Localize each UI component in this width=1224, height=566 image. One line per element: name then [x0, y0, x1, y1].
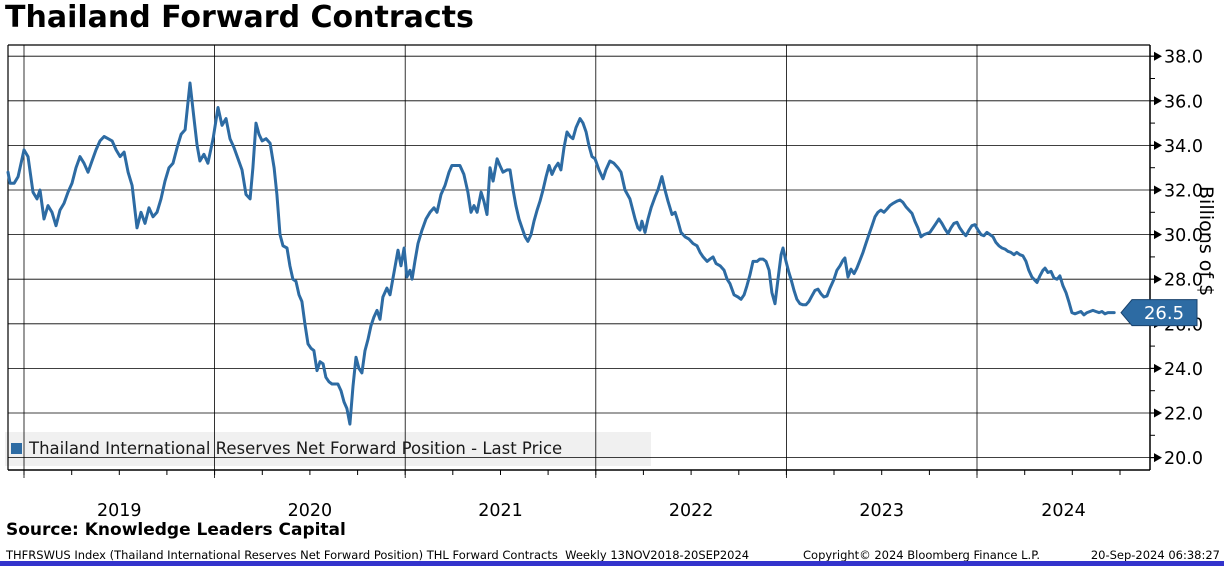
x-year-label: 2020 [288, 501, 333, 521]
x-year-label: 2022 [669, 501, 714, 521]
y-tick-label: 38.0 [1164, 48, 1203, 68]
y-tick-label: 34.0 [1164, 137, 1203, 157]
x-year-label: 2021 [478, 501, 523, 521]
legend-box [5, 432, 651, 466]
y-tick-arrow-icon [1154, 140, 1162, 150]
source-line: Source: Knowledge Leaders Capital [6, 520, 346, 540]
y-tick-label: 24.0 [1164, 360, 1203, 380]
y-tick-label: 36.0 [1164, 92, 1203, 112]
y-tick-label: 20.0 [1164, 449, 1203, 469]
x-year-label: 2024 [1041, 501, 1086, 521]
y-tick-label: 30.0 [1164, 226, 1203, 246]
series-marker-icon [11, 443, 22, 454]
last-price-tag[interactable] [1120, 299, 1198, 327]
y-tick-label: 28.0 [1164, 271, 1203, 291]
footer: THFRSWUS Index (Thailand International R… [0, 548, 1224, 562]
y-tick-arrow-icon [1154, 96, 1162, 106]
x-year-label: 2023 [859, 501, 904, 521]
legend-row[interactable]: Thailand International Reserves Net Forw… [11, 439, 562, 458]
y-tick-arrow-icon [1154, 408, 1162, 418]
y-tick-arrow-icon [1154, 363, 1162, 373]
y-tick-arrow-icon [1154, 51, 1162, 61]
y-tick-label: 22.0 [1164, 405, 1203, 425]
x-year-label: 2019 [97, 501, 142, 521]
page-title: Thailand Forward Contracts [5, 0, 474, 35]
legend-label: Thailand International Reserves Net Forw… [29, 439, 563, 458]
footer-timestamp: 20-Sep-2024 06:38:27 [1090, 548, 1220, 562]
footer-index-description: THFRSWUS Index (Thailand International R… [6, 548, 750, 562]
y-tick-arrow-icon [1154, 230, 1162, 240]
y-axis-title: Billions of $ [1195, 186, 1217, 296]
price-line [6, 81, 1116, 426]
footer-copyright: Copyright© 2024 Bloomberg Finance L.P. [803, 548, 1040, 562]
last-price-label: 26.5 [1144, 303, 1184, 324]
y-tick-label: 32.0 [1164, 182, 1203, 202]
bottom-accent-bar [0, 561, 1224, 566]
y-tick-arrow-icon [1154, 185, 1162, 195]
y-tick-arrow-icon [1154, 453, 1162, 463]
y-tick-arrow-icon [1154, 274, 1162, 284]
